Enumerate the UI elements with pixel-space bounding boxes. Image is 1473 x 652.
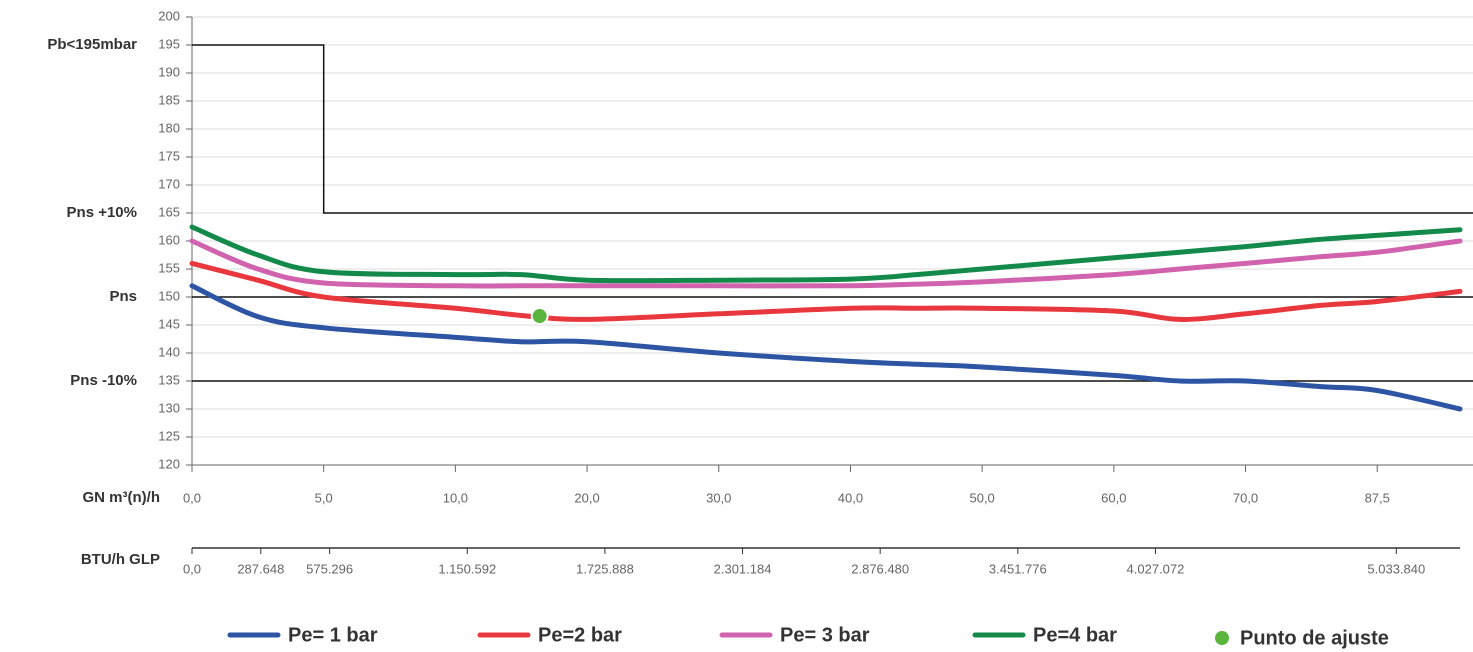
y-tick-label: 190 (158, 64, 180, 79)
y-tick-label: 170 (158, 176, 180, 191)
legend-label: Pe=4 bar (1033, 624, 1117, 646)
x2-tick-label: 2.301.184 (714, 561, 772, 576)
y-tick-label: 165 (158, 204, 180, 219)
series-line (189, 224, 1463, 284)
y-tick-label: 130 (158, 400, 180, 415)
legend-point (1215, 631, 1229, 645)
x-tick-label: 30,0 (706, 490, 731, 505)
x-tick-label: 20,0 (574, 490, 599, 505)
x2-axis-label: BTU/h GLP (81, 551, 160, 568)
limit-line (192, 44, 1473, 214)
y-tick-label: 120 (158, 456, 180, 471)
y-annotation: Pns +10% (67, 204, 137, 221)
y-tick-label: 150 (158, 288, 180, 303)
x-tick-label: 70,0 (1233, 490, 1258, 505)
x2-tick-label: 575.296 (306, 561, 353, 576)
x-tick-label: 60,0 (1101, 490, 1126, 505)
y-tick-label: 175 (158, 148, 180, 163)
y-tick-label: 155 (158, 260, 180, 275)
adjust-point (530, 307, 549, 326)
series-line (189, 238, 1463, 289)
y-tick-label: 160 (158, 232, 180, 247)
x-tick-label: 10,0 (443, 490, 468, 505)
x-tick-label: 0,0 (183, 490, 201, 505)
legend-label: Pe= 1 bar (288, 624, 378, 646)
x2-tick-label: 0,0 (183, 561, 201, 576)
x2-tick-label: 287.648 (237, 561, 284, 576)
x2-tick-label: 2.876.480 (851, 561, 909, 576)
y-tick-label: 125 (158, 428, 180, 443)
x-tick-label: 5,0 (315, 490, 333, 505)
y-tick-label: 140 (158, 344, 180, 359)
y-tick-label: 180 (158, 120, 180, 135)
y-tick-label: 185 (158, 92, 180, 107)
legend-label: Punto de ajuste (1240, 627, 1389, 649)
x-axis-label: GN m³(n)/h (83, 489, 160, 506)
x2-tick-label: 1.725.888 (576, 561, 634, 576)
x-tick-label: 87,5 (1365, 490, 1390, 505)
legend-label: Pe= 3 bar (780, 624, 870, 646)
y-tick-label: 145 (158, 316, 180, 331)
y-annotation: Pns -10% (70, 372, 137, 389)
x-tick-label: 40,0 (838, 490, 863, 505)
y-tick-label: 195 (158, 36, 180, 51)
legend-label: Pe=2 bar (538, 624, 622, 646)
x2-tick-label: 4.027.072 (1127, 561, 1185, 576)
y-annotation: Pns (109, 288, 137, 305)
x2-tick-label: 3.451.776 (989, 561, 1047, 576)
x2-tick-label: 5.033.840 (1367, 561, 1425, 576)
x2-tick-label: 1.150.592 (438, 561, 496, 576)
series-line (189, 260, 1463, 322)
y-annotation: Pb<195mbar (47, 36, 137, 53)
series-line (189, 283, 1463, 412)
x-tick-label: 50,0 (969, 490, 994, 505)
y-tick-label: 135 (158, 372, 180, 387)
y-tick-label: 200 (158, 8, 180, 23)
